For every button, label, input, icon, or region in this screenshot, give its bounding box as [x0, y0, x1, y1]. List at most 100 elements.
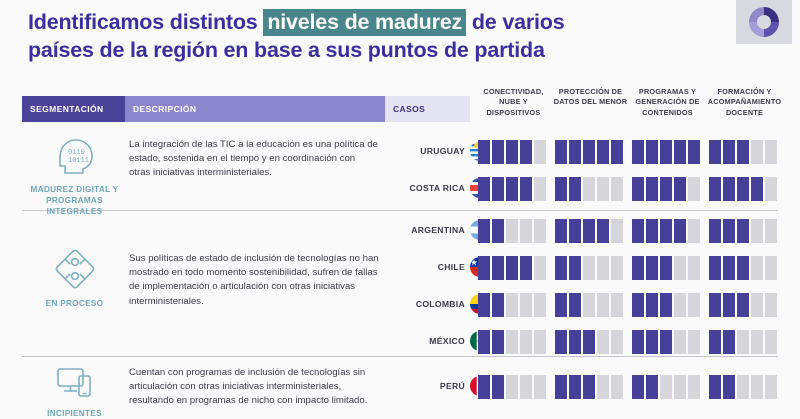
rating-bar-filled — [660, 330, 672, 354]
rating-bar-filled — [646, 219, 658, 243]
rating-bar-filled — [555, 293, 567, 317]
rating-bar-filled — [583, 219, 595, 243]
rating-bar-empty — [506, 375, 518, 399]
column-header-casos: CASOS — [385, 96, 470, 122]
rating-bar-group — [632, 375, 700, 399]
rating-bar-empty — [534, 177, 546, 201]
rating-bar-group — [709, 256, 777, 280]
rating-bar-empty — [751, 330, 763, 354]
rating-bar-group — [709, 177, 777, 201]
rating-bar-empty — [583, 256, 595, 280]
rating-bar-group — [709, 330, 777, 354]
rating-bar-filled — [646, 140, 658, 164]
rating-bar-filled — [674, 177, 686, 201]
rating-bar-empty — [597, 177, 609, 201]
rating-bar-filled — [646, 293, 658, 317]
rating-bar-group — [555, 330, 623, 354]
rating-bar-empty — [597, 375, 609, 399]
rating-bar-empty — [765, 256, 777, 280]
rating-bar-filled — [660, 293, 672, 317]
rating-bar-filled — [751, 177, 763, 201]
devices-icon — [56, 368, 91, 397]
rating-bar-group — [632, 293, 700, 317]
rating-bar-empty — [597, 293, 609, 317]
rating-bar-empty — [534, 375, 546, 399]
rating-bar-filled — [632, 140, 644, 164]
rating-bar-filled — [660, 140, 672, 164]
rating-bar-empty — [660, 375, 672, 399]
rating-bar-filled — [709, 330, 721, 354]
rating-bar-filled — [492, 293, 504, 317]
rating-bar-empty — [534, 293, 546, 317]
rating-bar-filled — [478, 375, 490, 399]
rating-bar-filled — [737, 256, 749, 280]
rating-bar-group — [555, 140, 623, 164]
rating-bar-empty — [611, 330, 623, 354]
rating-bar-filled — [737, 177, 749, 201]
rating-bar-group — [555, 219, 623, 243]
rating-bar-group — [632, 219, 700, 243]
rating-bar-filled — [492, 375, 504, 399]
segment-0-label: MADUREZ DIGITAL Y PROGRAMAS INTEGRALES — [30, 185, 119, 217]
rating-bar-filled — [520, 256, 532, 280]
rating-bar-empty — [534, 330, 546, 354]
segment-0-description: La integración de las TIC a la educación… — [129, 139, 378, 179]
rating-bar-group — [709, 293, 777, 317]
rating-bar-group — [555, 375, 623, 399]
rating-bar-empty — [520, 330, 532, 354]
rating-bar-empty — [520, 293, 532, 317]
rating-bar-filled — [723, 256, 735, 280]
rating-bar-filled — [478, 177, 490, 201]
rating-bar-empty — [688, 330, 700, 354]
rating-bar-group — [478, 330, 546, 354]
rating-bar-filled — [660, 256, 672, 280]
rating-bar-filled — [632, 219, 644, 243]
rating-bar-filled — [520, 140, 532, 164]
rating-bar-empty — [534, 140, 546, 164]
title-highlight: niveles de madurez — [263, 9, 467, 36]
rating-bar-group — [478, 256, 546, 280]
rating-bar-group — [632, 177, 700, 201]
rating-bar-empty — [506, 330, 518, 354]
rating-bar-filled — [688, 140, 700, 164]
rating-bar-group — [555, 177, 623, 201]
rating-bar-filled — [737, 219, 749, 243]
svg-text:0110: 0110 — [68, 149, 85, 157]
rating-bar-filled — [492, 177, 504, 201]
rating-bar-empty — [688, 293, 700, 317]
rating-bar-empty — [765, 330, 777, 354]
rating-bar-filled — [646, 177, 658, 201]
rating-bar-empty — [611, 177, 623, 201]
rating-bar-filled — [569, 293, 581, 317]
rating-bar-filled — [583, 330, 595, 354]
rating-bar-group — [478, 219, 546, 243]
rating-bar-filled — [737, 140, 749, 164]
rating-bar-group — [555, 293, 623, 317]
rating-bar-filled — [674, 219, 686, 243]
rating-bar-empty — [688, 375, 700, 399]
column-header-metric-3: FORMACIÓN Y ACOMPAÑAMIENTO DOCENTE — [707, 87, 782, 117]
rating-bar-filled — [709, 219, 721, 243]
country-label-argentina: ARGENTINA — [411, 225, 465, 235]
rating-bar-filled — [569, 330, 581, 354]
column-header-metric-0: CONECTIVIDAD, NUBE Y DISPOSITIVOS — [483, 87, 544, 117]
rating-bar-empty — [737, 375, 749, 399]
column-header-descripcion: DESCRIPCIÓN — [125, 96, 385, 122]
rating-bar-empty — [506, 293, 518, 317]
country-label-peru: PERÚ — [439, 381, 465, 391]
rating-bar-filled — [555, 375, 567, 399]
rating-bar-group — [709, 375, 777, 399]
rating-bar-empty — [611, 219, 623, 243]
rating-bar-filled — [597, 140, 609, 164]
rating-bar-filled — [709, 375, 721, 399]
country-label-colombia: COLOMBIA — [415, 299, 465, 309]
rating-bar-empty — [674, 293, 686, 317]
head-binary-icon: 0110 10111 — [58, 139, 93, 174]
segment-1-description: Sus políticas de estado de inclusión de … — [129, 253, 379, 307]
country-label-costa-rica: COSTA RICA — [409, 183, 465, 193]
rating-bar-empty — [583, 293, 595, 317]
title-line-2: países de la región en base a sus puntos… — [28, 38, 545, 63]
title-line-1: Identificamos distintos niveles de madur… — [28, 8, 728, 36]
rating-bar-filled — [478, 256, 490, 280]
rating-bar-filled — [569, 256, 581, 280]
